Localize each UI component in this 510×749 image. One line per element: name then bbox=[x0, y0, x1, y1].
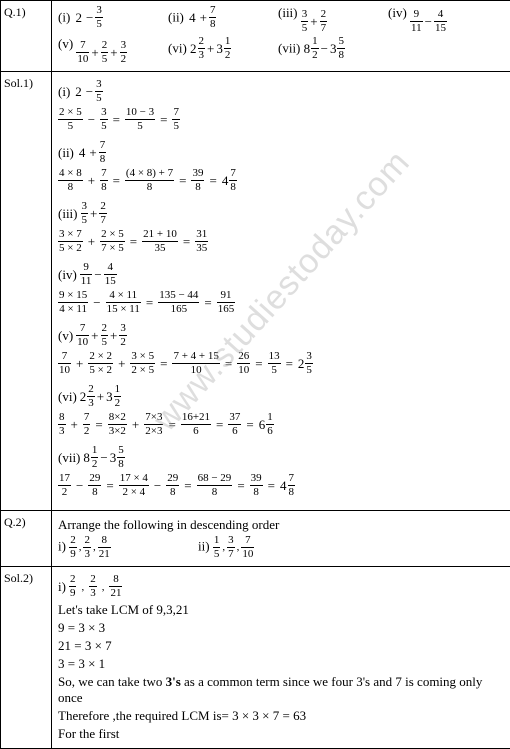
q1-item: (ii) 4+78 bbox=[168, 5, 278, 34]
sol2-head: i) 29,23,821 bbox=[58, 574, 505, 599]
sol1-step: (iv) 911−4159 × 154 × 11−4 × 1115 × 11=1… bbox=[58, 262, 505, 315]
sol1-step: (i) 2−352 × 55−35=10 − 35=75 bbox=[58, 79, 505, 132]
sol2-line: Let's take LCM of 9,3,21 bbox=[58, 602, 505, 618]
sol1-step: (vi) 223+31283+72=8×23×2+7×32×3=16+216=3… bbox=[58, 384, 505, 437]
sol2-line: For the first bbox=[58, 726, 505, 742]
q1-item: (iv) 911−415 bbox=[388, 5, 498, 34]
q1-item: (vii) 812−358 bbox=[278, 36, 388, 65]
q2-row: Q.2) Arrange the following in descending… bbox=[1, 511, 510, 567]
q2-part: i) 29,23,821 bbox=[58, 535, 198, 560]
sol2-row: Sol.2) i) 29,23,821 Let's take LCM of 9,3… bbox=[1, 567, 510, 748]
q1-label: Q.1) bbox=[1, 1, 52, 71]
sol1-step: (ii) 4+784 × 88+78=(4 × 8) + 78=398=478 bbox=[58, 140, 505, 193]
sol2-line: So, we can take two 3's as a common term… bbox=[58, 674, 505, 706]
q2-text: Arrange the following in descending orde… bbox=[58, 517, 505, 533]
sol1-content: www.studiestoday.com (i) 2−352 × 55−35=1… bbox=[52, 72, 510, 510]
sol2-line: 9 = 3 × 3 bbox=[58, 620, 505, 636]
worksheet-page: Q.1) (i) 2−35(ii) 4+78(iii) 35+27(iv) 91… bbox=[0, 0, 510, 749]
sol2-line: 21 = 3 × 7 bbox=[58, 638, 505, 654]
q1-item: (v) 710+25+32 bbox=[58, 36, 168, 65]
q1-item: (i) 2−35 bbox=[58, 5, 168, 34]
sol1-row: Sol.1) www.studiestoday.com (i) 2−352 × … bbox=[1, 72, 510, 511]
sol1-step: (v) 710+25+32710+2 × 25 × 2+3 × 52 × 5=7… bbox=[58, 323, 505, 376]
q2-label: Q.2) bbox=[1, 511, 52, 566]
sol2-label: Sol.2) bbox=[1, 567, 52, 748]
sol1-label: Sol.1) bbox=[1, 72, 52, 510]
q1-row: Q.1) (i) 2−35(ii) 4+78(iii) 35+27(iv) 91… bbox=[1, 1, 510, 72]
sol1-step: (vii) 812−358172−298=17 × 42 × 4−298=68 … bbox=[58, 445, 505, 498]
q1-item: (iii) 35+27 bbox=[278, 5, 388, 34]
sol1-step: (iii) 35+273 × 75 × 2+2 × 57 × 5=21 + 10… bbox=[58, 201, 505, 254]
sol2-line: Therefore ,the required LCM is= 3 × 3 × … bbox=[58, 708, 505, 724]
sol2-line: 3 = 3 × 1 bbox=[58, 656, 505, 672]
q1-content: (i) 2−35(ii) 4+78(iii) 35+27(iv) 911−415… bbox=[52, 1, 510, 71]
q2-part: ii) 15,37,710 bbox=[198, 535, 338, 560]
sol2-content: i) 29,23,821 Let's take LCM of 9,3,21 9 = … bbox=[52, 567, 510, 748]
q2-content: Arrange the following in descending orde… bbox=[52, 511, 510, 566]
q1-item: (vi) 223+312 bbox=[168, 36, 278, 65]
